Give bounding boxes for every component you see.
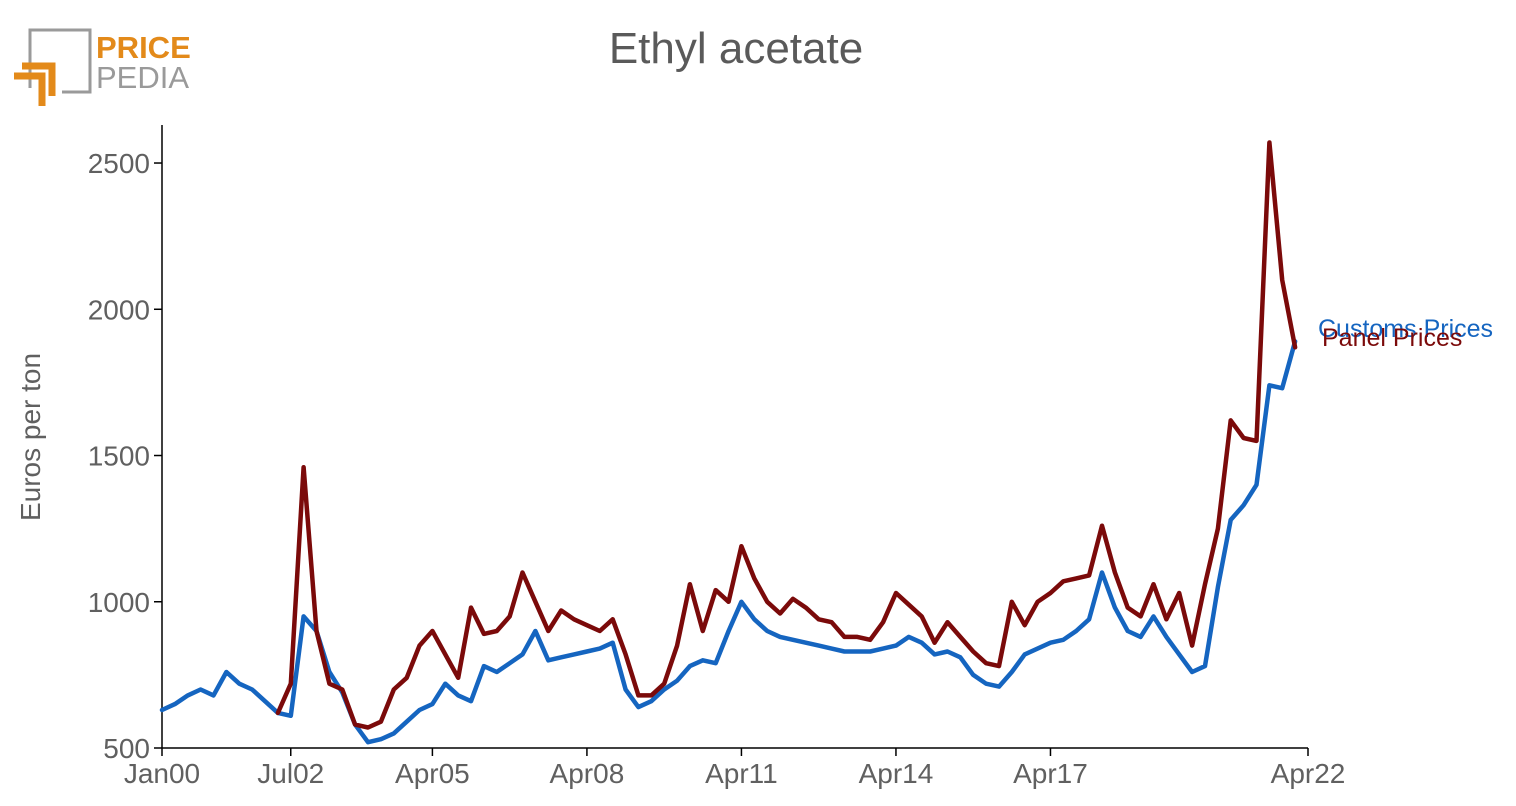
x-tick-label: Apr08	[550, 758, 625, 789]
series-label-panel: Panel Prices	[1322, 324, 1462, 352]
logo-corner-orange-outer	[14, 72, 46, 106]
y-ticks: 500 1000 1500 2000 2500	[88, 148, 162, 764]
y-tick-label: 1500	[88, 441, 150, 472]
chart-title: Ethyl acetate	[609, 24, 863, 73]
logo-frame-gray	[28, 28, 92, 94]
series-line-panel-prices	[275, 140, 1298, 730]
x-ticks: Jan00 Jul02 Apr05 Apr08 Apr11 Apr14 Apr17 Apr22	[124, 748, 1346, 789]
series-label-customs: Customs Prices	[1318, 315, 1493, 343]
logo-corner-orange-inner	[22, 62, 56, 96]
y-tick-label: 1000	[88, 587, 150, 618]
x-tick-label: Jan00	[124, 758, 200, 789]
logo-text-price: PRICE	[96, 30, 191, 65]
x-tick-label: Apr22	[1271, 758, 1346, 789]
series-layer	[159, 140, 1298, 745]
x-tick-label: Apr05	[395, 758, 470, 789]
y-axis-title: Euros per ton	[15, 353, 46, 521]
y-tick-label: 500	[103, 733, 150, 764]
y-tick-label: 2500	[88, 148, 150, 179]
x-tick-label: Apr14	[859, 758, 934, 789]
pricepedia-logo: PRICE PEDIA	[14, 28, 191, 106]
x-tick-label: Apr11	[705, 758, 778, 789]
x-tick-label: Apr17	[1013, 758, 1088, 789]
x-tick-label: Jul02	[257, 758, 324, 789]
logo-text-pedia: PEDIA	[96, 60, 189, 95]
series-line-customs-prices	[159, 339, 1298, 745]
y-tick-label: 2000	[88, 294, 150, 325]
